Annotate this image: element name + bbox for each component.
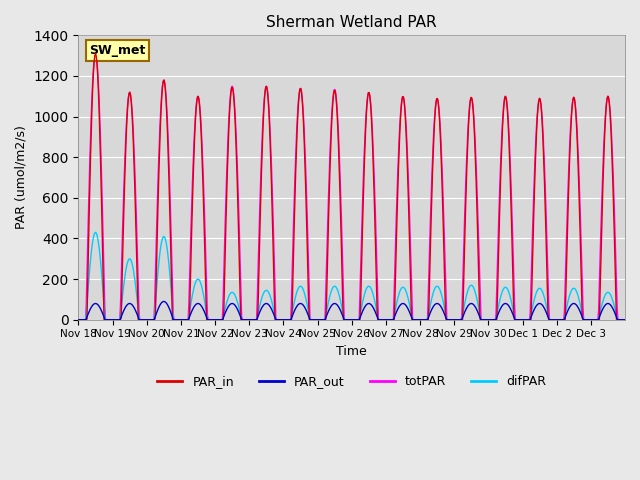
Legend: PAR_in, PAR_out, totPAR, difPAR: PAR_in, PAR_out, totPAR, difPAR xyxy=(152,370,551,393)
Text: SW_met: SW_met xyxy=(90,44,146,57)
Y-axis label: PAR (umol/m2/s): PAR (umol/m2/s) xyxy=(15,126,28,229)
X-axis label: Time: Time xyxy=(337,345,367,358)
Title: Sherman Wetland PAR: Sherman Wetland PAR xyxy=(266,15,437,30)
